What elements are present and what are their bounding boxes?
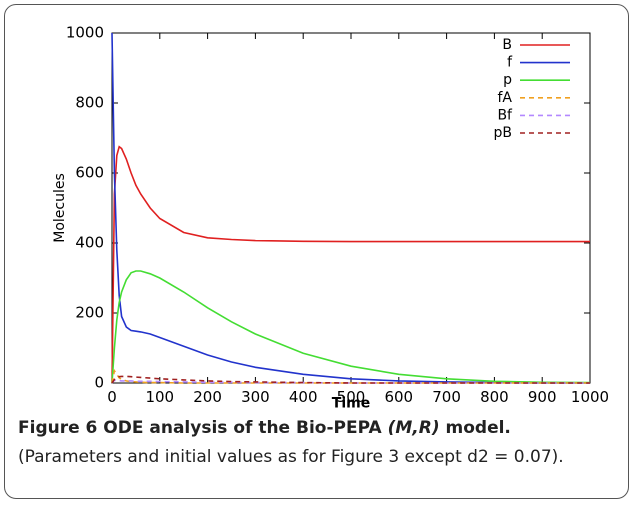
x-tick-label: 400	[289, 388, 318, 406]
caption-label: Figure 6	[18, 418, 98, 438]
y-tick-label: 400	[75, 234, 104, 252]
series-line	[111, 375, 590, 384]
legend-label: Bf	[497, 107, 513, 123]
caption-title-italic: (M,R)	[387, 418, 440, 438]
y-tick-label: 600	[75, 164, 104, 182]
plot-frame	[111, 32, 591, 384]
x-tick-label: 500	[337, 388, 366, 406]
y-tick-label: 1000	[66, 24, 104, 42]
series-line	[111, 32, 590, 384]
legend-label: B	[502, 37, 512, 53]
caption-title: ODE analysis of the Bio-PEPA	[103, 418, 388, 438]
legend-label: fA	[497, 90, 512, 106]
series-line	[111, 379, 590, 384]
y-tick-label: 0	[94, 374, 104, 392]
y-tick-label: 200	[75, 304, 104, 322]
x-tick-label: 900	[528, 388, 557, 406]
x-tick-label: 800	[480, 388, 509, 406]
y-tick-label: 800	[75, 94, 104, 112]
x-tick-label: 1000	[571, 388, 609, 406]
x-tick-label: 200	[193, 388, 222, 406]
caption: Figure 6 ODE analysis of the Bio-PEPA (M…	[18, 414, 618, 472]
series-line	[111, 368, 590, 384]
series-line	[111, 145, 590, 384]
x-tick-label: 100	[145, 388, 174, 406]
chart: Time Molecules 0 100 200 300 400 500 600 700 800…	[52, 24, 609, 411]
y-axis-label: Molecules	[52, 173, 68, 243]
caption-title: model.	[439, 418, 511, 438]
x-tick-label: 600	[384, 388, 413, 406]
x-axis-label: Time	[332, 396, 370, 410]
x-tick-label: 700	[432, 388, 461, 406]
legend-label: p	[503, 72, 512, 88]
x-tick-label: 300	[241, 388, 270, 406]
caption-note: (Parameters and initial values as for Fi…	[18, 447, 564, 467]
x-tick-label: 0	[107, 388, 117, 406]
legend-label: f	[507, 55, 513, 71]
legend-label: pB	[494, 125, 513, 141]
series-line	[111, 270, 591, 384]
figure-frame	[4, 4, 629, 499]
